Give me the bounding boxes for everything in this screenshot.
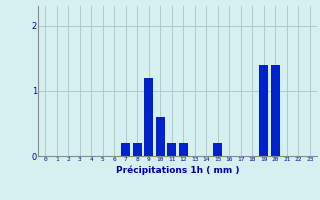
Bar [121, 143, 131, 156]
Bar [133, 143, 142, 156]
Bar [259, 65, 268, 156]
Bar [144, 78, 154, 156]
Bar [271, 65, 280, 156]
Bar [156, 117, 165, 156]
Bar [213, 143, 222, 156]
X-axis label: Précipitations 1h ( mm ): Précipitations 1h ( mm ) [116, 165, 239, 175]
Bar [179, 143, 188, 156]
Bar [167, 143, 176, 156]
